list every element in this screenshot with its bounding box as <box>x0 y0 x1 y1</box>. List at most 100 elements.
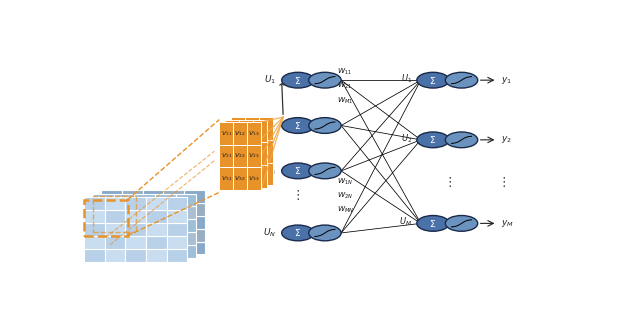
Bar <box>84 223 105 236</box>
Bar <box>105 210 126 223</box>
Bar <box>105 197 126 210</box>
Bar <box>164 229 184 241</box>
Text: $W_{M1}$: $W_{M1}$ <box>337 95 353 106</box>
Bar <box>176 206 196 219</box>
Bar <box>245 140 259 162</box>
Text: $W_{1N}$: $W_{1N}$ <box>337 176 353 187</box>
Circle shape <box>445 72 478 88</box>
Bar <box>105 249 126 262</box>
Bar <box>105 236 126 249</box>
Circle shape <box>281 72 314 88</box>
Bar <box>146 236 167 249</box>
Bar <box>167 210 188 223</box>
Bar <box>219 167 233 190</box>
Bar <box>101 229 122 241</box>
Bar <box>231 162 245 185</box>
Text: $\Sigma$: $\Sigma$ <box>429 218 437 229</box>
Bar <box>146 197 167 210</box>
Text: $V_{33}$: $V_{33}$ <box>249 174 260 183</box>
Bar <box>113 219 134 232</box>
Text: $\Sigma$: $\Sigma$ <box>294 228 301 238</box>
Bar <box>231 140 245 162</box>
Bar <box>143 229 164 241</box>
Bar <box>219 144 233 167</box>
Text: $\Sigma$: $\Sigma$ <box>429 75 437 86</box>
Text: $U_1$: $U_1$ <box>401 73 412 85</box>
Bar <box>93 196 136 232</box>
Bar <box>233 167 247 190</box>
Bar <box>155 232 176 245</box>
Text: $U_M$: $U_M$ <box>399 216 412 228</box>
Text: $\Sigma$: $\Sigma$ <box>294 75 301 86</box>
Text: $U_3$: $U_3$ <box>264 165 276 177</box>
Bar <box>184 203 205 216</box>
Text: $W_{21}$: $W_{21}$ <box>337 81 353 91</box>
Bar <box>176 245 196 258</box>
Bar <box>113 245 134 258</box>
Text: $V_{32}$: $V_{32}$ <box>235 174 246 183</box>
Bar <box>239 165 253 188</box>
Bar <box>164 241 184 255</box>
Bar <box>122 229 143 241</box>
Bar <box>164 203 184 216</box>
Text: $\Sigma$: $\Sigma$ <box>294 165 301 176</box>
Bar <box>113 232 134 245</box>
Bar <box>146 249 167 262</box>
Bar <box>176 219 196 232</box>
Bar <box>239 120 253 142</box>
Bar <box>259 117 273 140</box>
Circle shape <box>417 72 450 88</box>
Bar <box>155 219 176 232</box>
Bar <box>239 142 253 165</box>
Bar <box>247 144 261 167</box>
Text: $W_{MN}$: $W_{MN}$ <box>337 205 354 215</box>
Bar <box>134 206 155 219</box>
Bar <box>231 117 245 140</box>
Bar <box>84 249 105 262</box>
Text: $\Sigma$: $\Sigma$ <box>429 134 437 145</box>
Text: $W_{11}$: $W_{11}$ <box>337 67 353 77</box>
Bar <box>164 190 184 203</box>
Bar <box>167 223 188 236</box>
Bar <box>126 210 146 223</box>
Bar <box>126 223 146 236</box>
Bar <box>93 219 113 232</box>
Bar <box>233 122 247 144</box>
Bar <box>225 142 239 165</box>
Text: $U_N$: $U_N$ <box>262 227 276 239</box>
Bar <box>245 162 259 185</box>
Bar <box>113 193 134 206</box>
Bar <box>176 232 196 245</box>
Bar <box>84 210 105 223</box>
Bar <box>184 229 205 241</box>
Bar <box>122 241 143 255</box>
Bar <box>143 203 164 216</box>
Bar <box>134 219 155 232</box>
Text: $y_2$: $y_2$ <box>501 134 512 145</box>
Circle shape <box>281 225 314 241</box>
Text: $V_{21}$: $V_{21}$ <box>221 152 232 160</box>
Bar <box>225 120 239 142</box>
Bar <box>105 223 126 236</box>
Bar <box>167 197 188 210</box>
Circle shape <box>445 215 478 231</box>
Circle shape <box>417 215 450 231</box>
Bar <box>84 236 105 249</box>
Text: $V_{23}$: $V_{23}$ <box>249 152 260 160</box>
Bar <box>143 241 164 255</box>
Bar <box>126 197 146 210</box>
Bar <box>122 203 143 216</box>
Bar <box>164 216 184 229</box>
Circle shape <box>281 163 314 179</box>
Bar <box>134 193 155 206</box>
Bar <box>143 216 164 229</box>
Text: $U_1$: $U_1$ <box>264 74 276 86</box>
Text: $U_2$: $U_2$ <box>401 132 412 145</box>
Bar <box>233 144 247 167</box>
Text: $\vdots$: $\vdots$ <box>497 175 506 188</box>
Text: $V_{12}$: $V_{12}$ <box>235 129 246 138</box>
Bar <box>93 232 113 245</box>
Bar <box>134 232 155 245</box>
Text: $y_1$: $y_1$ <box>501 75 512 86</box>
Circle shape <box>417 132 450 148</box>
